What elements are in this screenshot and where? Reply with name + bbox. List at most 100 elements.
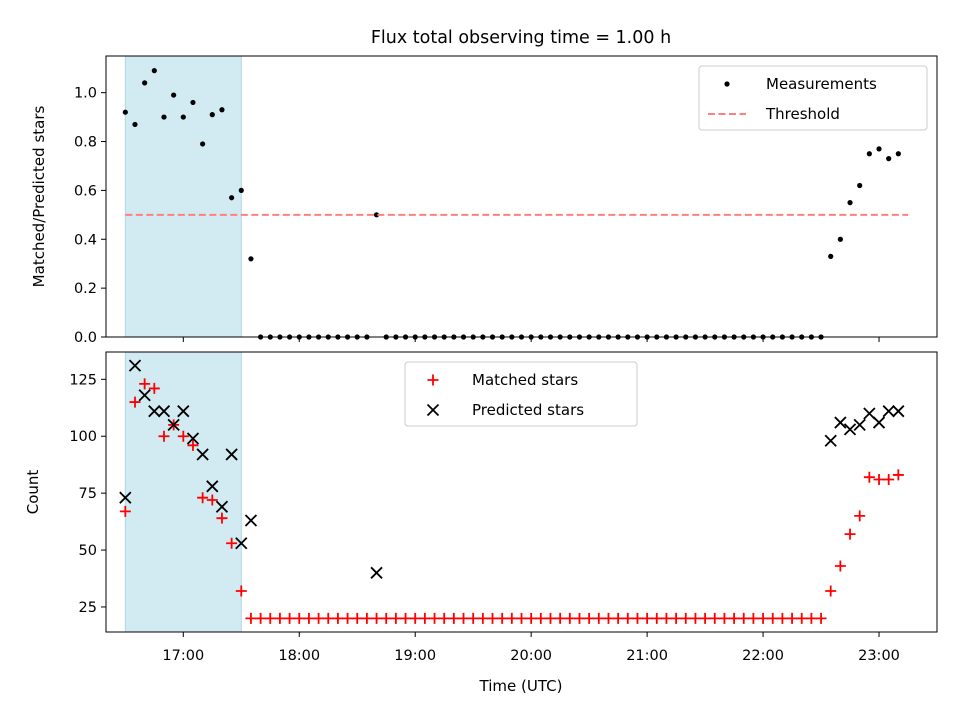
data-point <box>843 423 857 436</box>
data-point <box>535 612 547 624</box>
data-point <box>157 405 171 418</box>
data-point <box>225 448 238 461</box>
data-point <box>351 612 363 624</box>
data-point <box>200 141 206 147</box>
legend: Matched stars Predicted stars <box>404 361 638 427</box>
data-point <box>738 612 750 624</box>
data-point <box>139 378 151 390</box>
data-point <box>564 612 576 624</box>
data-point <box>284 612 296 624</box>
data-point <box>786 612 798 624</box>
data-point <box>872 416 886 429</box>
data-point <box>796 612 808 624</box>
data-point <box>477 612 489 624</box>
data-point <box>177 405 190 418</box>
highlight-band <box>125 56 242 337</box>
y-tick-label: 0.0 <box>74 330 97 346</box>
data-point <box>828 253 834 259</box>
data-point <box>187 439 199 451</box>
data-point <box>857 182 863 189</box>
legend-swatch <box>426 403 440 417</box>
data-point <box>206 480 219 493</box>
data-point <box>699 612 711 624</box>
y-tick-label: 75 <box>79 486 97 502</box>
data-point <box>815 612 827 624</box>
data-point <box>747 612 759 624</box>
legend-label: Predicted stars <box>472 401 584 419</box>
y-tick-label: 50 <box>79 543 97 559</box>
data-point <box>892 405 905 418</box>
x-tick-label: 19:00 <box>394 648 436 664</box>
axes-frame <box>105 55 938 338</box>
data-point <box>593 612 605 624</box>
data-point <box>197 492 209 504</box>
data-point <box>641 612 653 624</box>
y-tick-label: 25 <box>79 600 97 616</box>
bottom-panel-counts: 25 50 75 100 125 17:00 18:00 19:00 20:00 21:00 22:… <box>24 351 938 664</box>
legend-box <box>404 361 638 427</box>
data-point <box>409 612 421 624</box>
y-tick-label: 0.8 <box>74 135 97 151</box>
data-point <box>506 612 518 624</box>
data-point <box>448 612 460 624</box>
data-point <box>235 585 247 597</box>
data-point <box>873 473 885 485</box>
data-point <box>866 151 872 157</box>
legend-box <box>698 65 928 131</box>
data-point <box>767 612 779 624</box>
data-point <box>892 469 904 481</box>
y-tick-label: 1.0 <box>74 86 97 102</box>
y-axis-label: Count <box>24 470 42 515</box>
data-point <box>429 612 441 624</box>
data-point <box>303 612 315 624</box>
data-point <box>209 112 215 118</box>
data-point <box>805 612 817 624</box>
data-point <box>689 612 701 624</box>
data-point <box>235 537 248 550</box>
data-point <box>186 432 200 445</box>
data-point <box>516 612 527 624</box>
data-point <box>244 514 258 527</box>
y-tick-label: 0.4 <box>74 232 97 248</box>
data-point <box>148 405 161 418</box>
data-point <box>718 612 730 624</box>
legend-label: Matched stars <box>472 371 578 389</box>
data-point <box>895 151 901 157</box>
data-point <box>525 612 537 624</box>
data-point <box>882 405 895 418</box>
axes-frame <box>105 351 938 633</box>
x-tick-label: 17:00 <box>162 648 204 664</box>
x-tick-label: 20:00 <box>510 648 552 664</box>
data-point <box>171 92 177 98</box>
data-point <box>834 560 846 572</box>
data-point <box>854 510 866 522</box>
data-point <box>122 109 128 115</box>
data-point <box>119 491 132 504</box>
data-point <box>226 537 238 549</box>
data-point <box>680 612 692 624</box>
data-point <box>219 107 225 113</box>
legend-swatch <box>427 374 439 386</box>
y-tick-label: 100 <box>69 429 97 445</box>
data-point <box>883 473 895 485</box>
data-point <box>863 471 875 483</box>
data-point <box>128 359 142 372</box>
data-point <box>467 612 479 624</box>
y-tick-label: 125 <box>69 372 97 388</box>
data-point <box>380 612 392 624</box>
data-point <box>238 187 244 193</box>
data-point <box>709 612 721 624</box>
data-point <box>119 505 131 517</box>
data-point <box>129 396 141 408</box>
x-tick-label: 21:00 <box>626 648 668 664</box>
data-point <box>728 612 740 624</box>
data-point <box>138 389 151 402</box>
data-point <box>132 121 138 128</box>
data-point <box>245 612 257 624</box>
data-point <box>776 612 788 624</box>
data-point <box>863 407 876 420</box>
data-point <box>151 68 157 74</box>
data-point <box>142 80 148 86</box>
x-tick-label: 23:00 <box>858 648 900 664</box>
